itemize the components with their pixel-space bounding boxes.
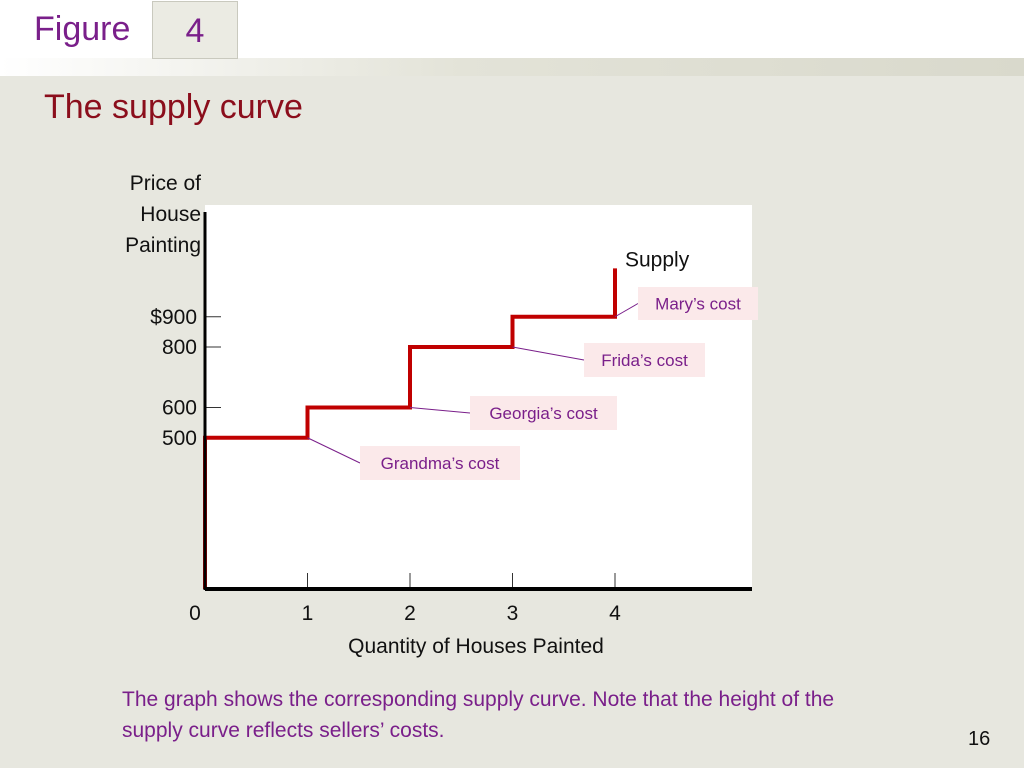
y-tick-label: 500 [162,427,197,450]
annotation-label: Mary’s cost [655,295,741,314]
caption-text: The graph shows the corresponding supply… [122,688,835,742]
annotation-label: Frida’s cost [601,351,688,370]
y-axis-title-line: Painting [125,234,201,257]
x-tick-label: 2 [404,602,416,625]
annotation-box [470,396,617,430]
annotation-leader-line [614,303,639,318]
x-axis-title: Quantity of Houses Painted [348,635,604,658]
annotation-box [638,287,758,320]
y-tick-label: 600 [162,397,197,420]
annotation-label: Georgia’s cost [489,404,598,423]
annotation-leader-line [409,407,471,414]
annotation-leader-line [307,437,361,464]
figure-number-box: 4 [152,1,238,59]
supply-curve-label: Supply [625,248,690,271]
annotation-label: Grandma’s cost [381,454,500,473]
figure-label: Figure [34,10,131,48]
y-axis-title-line: Price of [130,172,201,195]
y-tick-label: $900 [150,306,197,329]
supply-curve-line [203,268,617,589]
x-tick-label: 1 [302,602,314,625]
x-tick-label: 0 [189,602,201,625]
y-tick-label: 800 [162,336,197,359]
header-divider-band [0,58,1024,76]
y-axis-title-line: House [140,203,201,226]
annotation-box [360,446,520,480]
x-tick-label: 4 [609,602,621,625]
x-tick-label: 3 [507,602,519,625]
annotation-leader-line [512,346,585,361]
slide-title: The supply curve [44,88,303,126]
page-number: 16 [968,728,991,750]
annotation-box [584,343,705,377]
